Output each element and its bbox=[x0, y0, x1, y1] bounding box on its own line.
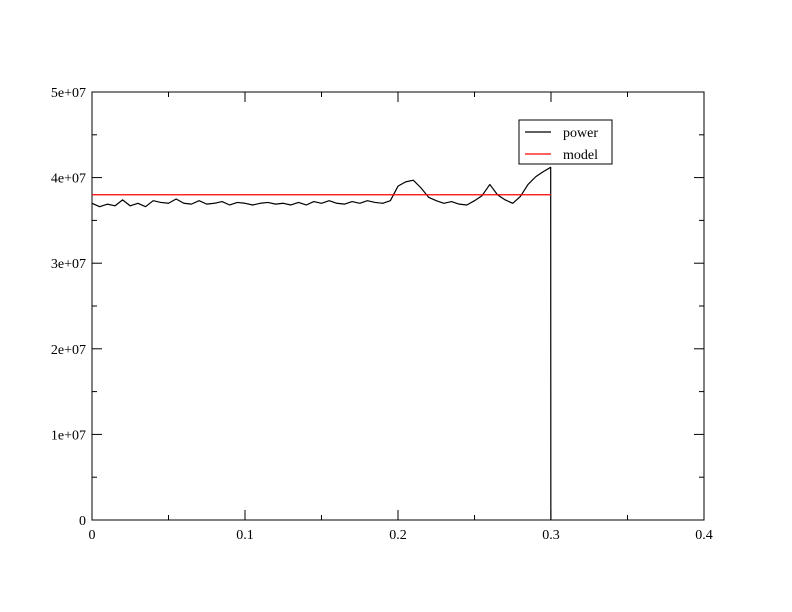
y-tick-label-1: 1e+07 bbox=[51, 428, 86, 443]
axis-layer: 0 0.1 0.2 0.3 0.4 0 1e+07 2e+07 3e+07 4e+07 5e+07 bbox=[51, 86, 713, 543]
series-line-0 bbox=[91, 166, 552, 521]
x-tick-label-4: 0.4 bbox=[695, 528, 713, 543]
series-layer bbox=[91, 166, 552, 521]
y-tick-label-4: 4e+07 bbox=[51, 172, 86, 187]
y-tick-label-2: 2e+07 bbox=[51, 343, 86, 358]
legend-label-0: power bbox=[563, 126, 598, 141]
x-tick-label-0: 0 bbox=[89, 528, 96, 543]
legend-box bbox=[518, 119, 613, 165]
x-tick-label-3: 0.3 bbox=[542, 528, 560, 543]
y-tick-label-0: 0 bbox=[79, 514, 86, 529]
legend-label-1: model bbox=[563, 148, 598, 163]
y-tick-label-5: 5e+07 bbox=[51, 86, 86, 101]
x-tick-label-2: 0.2 bbox=[389, 528, 407, 543]
legend: power model bbox=[518, 119, 613, 165]
x-tick-label-1: 0.1 bbox=[236, 528, 254, 543]
y-tick-label-3: 3e+07 bbox=[51, 257, 86, 272]
